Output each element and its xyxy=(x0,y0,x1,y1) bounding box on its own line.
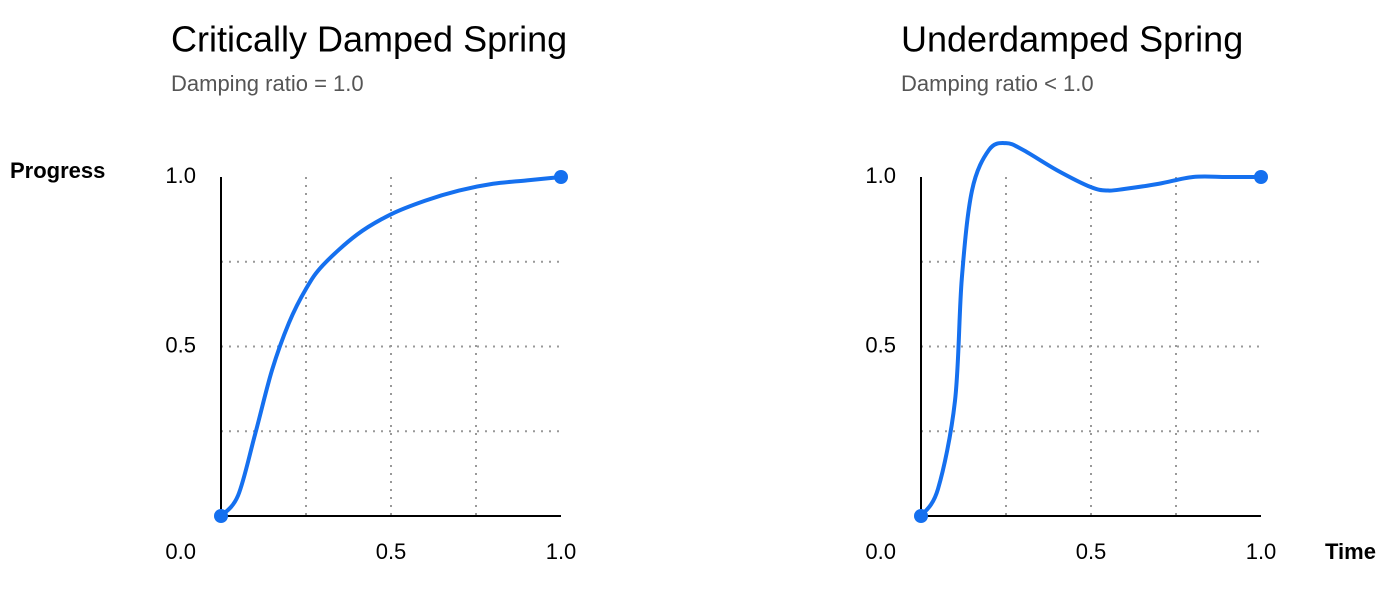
end-dot xyxy=(914,509,928,523)
end-dot xyxy=(1254,170,1268,184)
chart-subtitle: Damping ratio < 1.0 xyxy=(901,71,1094,96)
x-tick-label: 1.0 xyxy=(1246,539,1277,564)
y-axis-label: Progress xyxy=(10,158,105,183)
chart-title: Critically Damped Spring xyxy=(171,19,567,60)
y-tick-label: 0.5 xyxy=(165,332,196,357)
curve xyxy=(219,175,563,518)
chart-subtitle: Damping ratio = 1.0 xyxy=(171,71,364,96)
y-tick-label: 0.5 xyxy=(865,332,896,357)
x-tick-label: 0.0 xyxy=(165,539,196,564)
x-tick-label: 0.0 xyxy=(865,539,896,564)
x-tick-label: 0.5 xyxy=(1076,539,1107,564)
x-tick-label: 1.0 xyxy=(546,539,577,564)
end-dot xyxy=(214,509,228,523)
curve xyxy=(919,141,1263,518)
x-axis-label: Time xyxy=(1325,539,1376,564)
y-tick-label: 1.0 xyxy=(865,163,896,188)
end-dot xyxy=(554,170,568,184)
y-tick-label: 1.0 xyxy=(165,163,196,188)
chart-title: Underdamped Spring xyxy=(901,19,1243,60)
x-tick-label: 0.5 xyxy=(376,539,407,564)
